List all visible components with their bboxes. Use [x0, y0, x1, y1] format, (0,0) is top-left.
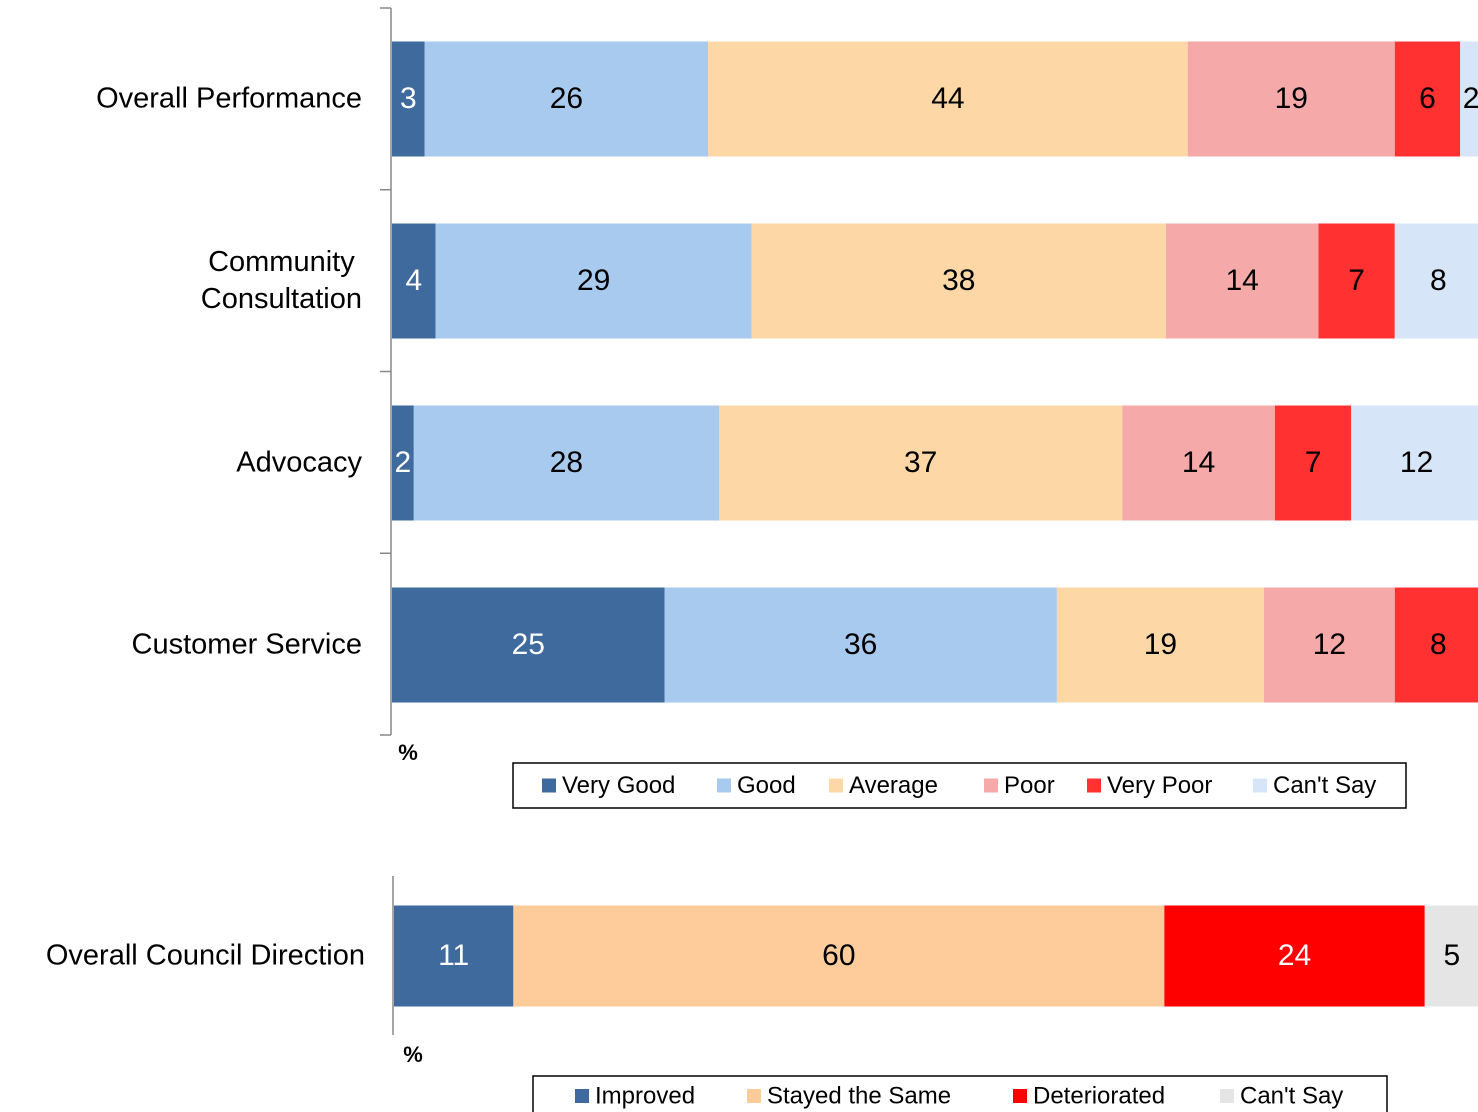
legend-label: Good: [737, 772, 796, 799]
bar-segment: [1264, 587, 1395, 703]
data-label: 60: [822, 939, 855, 972]
legend-swatch: [1253, 778, 1267, 793]
bar-segment: [1460, 41, 1478, 157]
category-label: Overall Performance: [96, 82, 362, 115]
legend-swatch: [1220, 1089, 1234, 1103]
bar-segment: [1164, 905, 1425, 1007]
legend-label: Very Good: [562, 772, 675, 799]
legend-swatch: [1013, 1089, 1027, 1103]
bar-segment: [392, 223, 436, 339]
legend-label: Average: [849, 772, 938, 799]
category-label: Overall Council Direction: [45, 939, 365, 972]
bar-segment: [1394, 223, 1478, 339]
legend-label: Can't Say: [1240, 1082, 1343, 1109]
data-label: 7: [1305, 446, 1322, 479]
data-label: 29: [577, 264, 610, 297]
axis-label: %: [403, 1042, 423, 1067]
legend-label: Very Poor: [1107, 772, 1212, 799]
legend-swatch: [575, 1089, 589, 1103]
legend-swatch: [542, 778, 556, 793]
data-label: 36: [844, 628, 877, 661]
legend-label: Can't Say: [1273, 772, 1376, 799]
legend-label: Poor: [1004, 772, 1055, 799]
legend-label: Deteriorated: [1033, 1082, 1165, 1109]
data-label: 26: [550, 82, 583, 115]
data-label: 38: [942, 264, 975, 297]
bar-segment: [1056, 587, 1264, 703]
data-label: 12: [1400, 446, 1433, 479]
bar-segment: [708, 41, 1188, 157]
data-label: 3: [400, 82, 417, 115]
data-label: 14: [1182, 446, 1215, 479]
legend-swatch: [829, 778, 843, 793]
data-label: 44: [931, 82, 964, 115]
legend-swatch: [984, 778, 998, 793]
legend-swatch: [717, 778, 731, 793]
legend-box: [532, 1075, 1388, 1112]
bar-segment: [513, 905, 1165, 1007]
bar-segment: [394, 905, 514, 1007]
data-label: 11: [438, 939, 469, 972]
data-label: 2: [1463, 82, 1478, 115]
data-label: 19: [1144, 628, 1177, 661]
legend-swatch: [747, 1089, 761, 1103]
category-label: Advocacy: [236, 446, 362, 479]
bar-segment: [424, 41, 709, 157]
data-label: 4: [405, 264, 422, 297]
data-label: 8: [1430, 264, 1447, 297]
bar-segment: [435, 223, 752, 339]
bar-segment: [664, 587, 1057, 703]
bar-segment: [1274, 405, 1352, 521]
legend-label: Stayed the Same: [767, 1082, 951, 1109]
data-label: 6: [1419, 82, 1436, 115]
category-label: Community Consultation: [200, 246, 362, 315]
data-label: 5: [1444, 939, 1461, 972]
data-label: 24: [1278, 939, 1311, 972]
data-label: 7: [1348, 264, 1365, 297]
data-label: 12: [1313, 628, 1346, 661]
bar-segment: [392, 41, 425, 157]
bar-segment: [1187, 41, 1395, 157]
category-label: Customer Service: [131, 628, 362, 661]
axis-label: %: [398, 740, 418, 765]
legend-label: Improved: [595, 1082, 695, 1109]
bar-segment: [1165, 223, 1319, 339]
data-label: 2: [395, 446, 412, 479]
bar-segment: [1122, 405, 1275, 521]
bar-segment: [719, 405, 1123, 521]
bar-segment: [1351, 405, 1478, 521]
bar-segment: [392, 405, 414, 521]
bar-segment: [751, 223, 1166, 339]
bar-segment: [1394, 41, 1461, 157]
bar-segment: [413, 405, 719, 521]
bar-segment: [1394, 587, 1478, 703]
bar-segment: [392, 587, 665, 703]
data-label: 25: [512, 628, 545, 661]
bar-segment: [1318, 223, 1395, 339]
data-label: 19: [1275, 82, 1308, 115]
bar-segment: [1424, 905, 1478, 1007]
data-label: 14: [1226, 264, 1259, 297]
data-label: 28: [550, 446, 583, 479]
data-label: 37: [904, 446, 937, 479]
legend-swatch: [1087, 778, 1101, 793]
data-label: 8: [1430, 628, 1447, 661]
